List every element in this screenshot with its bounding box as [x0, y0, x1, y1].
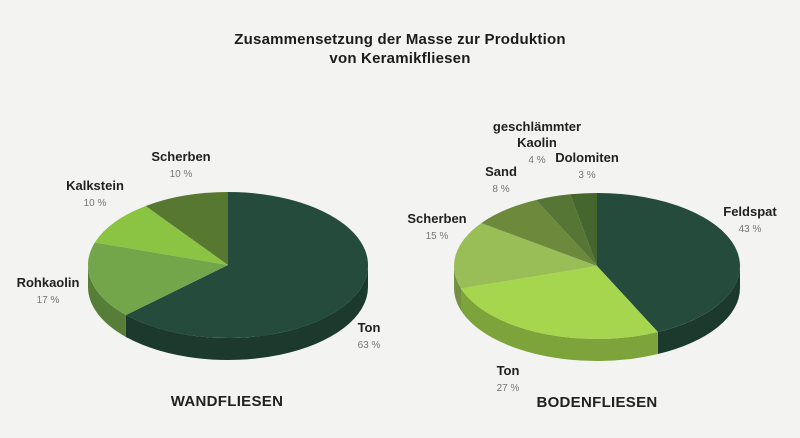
pie-slice-scherben [145, 191, 228, 265]
pie-slice-side-ton [125, 265, 368, 361]
pie-slice-sand [481, 199, 597, 266]
pie-slice-scherben [453, 223, 597, 289]
pie-slice-geschlämmter-kaolin [536, 194, 597, 266]
pie-slice-rohkaolin [87, 242, 228, 315]
pie-slice-side-feldspat [657, 266, 740, 355]
pie-slice-dolomiten [570, 193, 597, 266]
chart-footer-title-wandfliesen: WANDFLIESEN [170, 393, 284, 410]
pie-slice-ton [125, 192, 368, 338]
pie-slice-side-rohkaolin [88, 265, 126, 337]
pie-slice-ton [461, 266, 658, 339]
pie-slice-feldspat [597, 193, 740, 333]
pie-slice-side-scherben [454, 266, 461, 311]
page-title: Zusammensetzung der Masse zur Produktion… [234, 31, 566, 67]
pie-slice-side-ton [461, 288, 658, 361]
chart-footer-title-bodenfliesen: BODENFLIESEN [536, 394, 658, 411]
pie-slice-kalkstein [94, 205, 228, 265]
